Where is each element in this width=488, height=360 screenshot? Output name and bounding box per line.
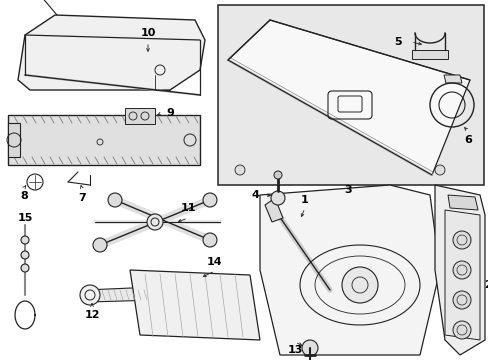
Circle shape <box>147 214 163 230</box>
Text: 7: 7 <box>78 193 86 203</box>
Polygon shape <box>444 210 479 340</box>
Text: 14: 14 <box>207 257 223 267</box>
Text: 6: 6 <box>463 135 471 145</box>
Polygon shape <box>18 15 204 90</box>
Polygon shape <box>264 198 283 222</box>
Polygon shape <box>447 195 477 210</box>
Circle shape <box>452 321 470 339</box>
Text: 8: 8 <box>20 191 28 201</box>
Polygon shape <box>8 123 20 157</box>
Circle shape <box>203 233 217 247</box>
Polygon shape <box>227 20 469 175</box>
Circle shape <box>341 267 377 303</box>
Polygon shape <box>260 185 439 355</box>
Circle shape <box>452 231 470 249</box>
Circle shape <box>80 285 100 305</box>
Circle shape <box>203 193 217 207</box>
Polygon shape <box>85 287 158 302</box>
Text: 5: 5 <box>393 37 401 47</box>
Text: 11: 11 <box>180 203 195 213</box>
Circle shape <box>434 165 444 175</box>
Circle shape <box>21 236 29 244</box>
Polygon shape <box>411 50 447 59</box>
Circle shape <box>21 251 29 259</box>
Circle shape <box>93 238 107 252</box>
Bar <box>218 5 483 185</box>
Circle shape <box>302 340 317 356</box>
Text: 4: 4 <box>250 190 259 200</box>
Polygon shape <box>443 75 461 83</box>
Text: 1: 1 <box>301 195 308 205</box>
Polygon shape <box>434 185 484 355</box>
Circle shape <box>452 291 470 309</box>
Text: 15: 15 <box>17 213 33 223</box>
Circle shape <box>21 264 29 272</box>
Text: 12: 12 <box>84 310 100 320</box>
Polygon shape <box>125 108 155 124</box>
Text: 2: 2 <box>483 280 488 290</box>
Text: 10: 10 <box>140 28 155 38</box>
Polygon shape <box>130 270 260 340</box>
Circle shape <box>235 165 244 175</box>
Text: 9: 9 <box>166 108 174 118</box>
Circle shape <box>270 191 285 205</box>
Polygon shape <box>8 115 200 165</box>
Circle shape <box>273 171 282 179</box>
Circle shape <box>108 193 122 207</box>
Text: 3: 3 <box>344 185 351 195</box>
Text: 13: 13 <box>287 345 302 355</box>
Circle shape <box>452 261 470 279</box>
